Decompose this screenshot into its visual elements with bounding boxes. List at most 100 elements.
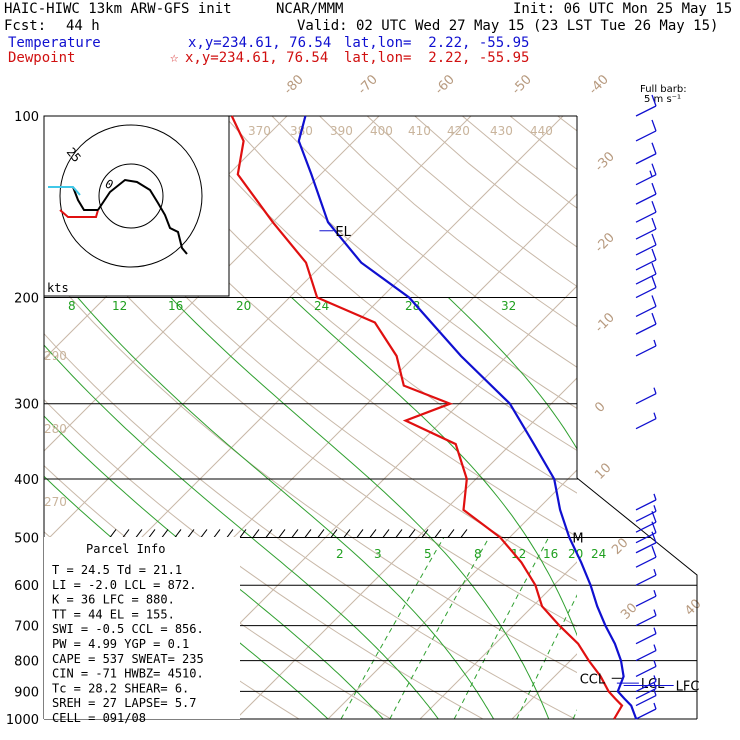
annotation-ccl: CCL bbox=[580, 672, 606, 687]
mixing-ratio-label: 24 bbox=[314, 299, 329, 313]
pressure-label: 400 bbox=[14, 473, 39, 488]
barb-flag-full bbox=[651, 545, 657, 558]
barb-flag-full bbox=[651, 262, 657, 275]
barb-staff bbox=[635, 615, 657, 627]
valid-time: Valid: 02 UTC Wed 27 May 15 (23 LST Tue … bbox=[297, 18, 719, 34]
barb-staff bbox=[635, 418, 657, 430]
barb-staff bbox=[635, 688, 657, 700]
barb-staff bbox=[635, 244, 657, 256]
parcel-info-row: CAPE = 537 SWEAT= 235 bbox=[52, 652, 204, 666]
hatch-mark bbox=[408, 529, 416, 538]
parcel-info-title: Parcel Info bbox=[86, 542, 165, 556]
hodograph-trace-mid bbox=[97, 178, 188, 255]
barb-flag-half bbox=[653, 675, 657, 682]
dry-adiabat-line bbox=[509, 116, 577, 170]
isotherm-label: 20 bbox=[609, 536, 631, 558]
barb-flag-half bbox=[653, 644, 657, 651]
parcel-info-row: T = 24.5 Td = 21.1 bbox=[52, 563, 182, 577]
parcel-info-box: Parcel Info T = 24.5 Td = 21.1LI = -2.0 L… bbox=[44, 537, 240, 725]
hatch-mark bbox=[122, 529, 130, 538]
barb-flag-half bbox=[653, 660, 657, 667]
parcel-info-row: CIN = -71 HWBZ= 4510. bbox=[52, 667, 204, 681]
parcel-info-row: PW = 4.99 YGP = 0.1 bbox=[52, 637, 189, 651]
barb-flag-half bbox=[653, 689, 657, 696]
fcst-value: 44 h bbox=[66, 18, 100, 34]
dry-adiabat-line bbox=[44, 332, 576, 719]
mixing-ratio-label: 12 bbox=[112, 299, 127, 313]
mixing-ratio-label: 8 bbox=[474, 547, 482, 561]
dry-adiabat-line bbox=[176, 116, 577, 452]
dry-adiabat-line bbox=[44, 266, 577, 674]
hodograph-ring-outer bbox=[59, 124, 203, 268]
isotherm-label: -30 bbox=[592, 149, 618, 175]
temperature-xy: x,y=234.61, 76.54 bbox=[188, 35, 332, 51]
pressure-label: 500 bbox=[14, 531, 39, 546]
barb-staff bbox=[635, 323, 657, 335]
pressure-label: 200 bbox=[14, 292, 39, 307]
hodograph-trace-mid-b bbox=[72, 186, 98, 211]
barb-flag-full bbox=[651, 94, 657, 107]
hatch-mark bbox=[447, 529, 455, 538]
isotherm-label: 10 bbox=[592, 461, 614, 483]
parcel-info-background bbox=[44, 537, 240, 719]
wind-barbs bbox=[635, 94, 657, 720]
isotherm-label: -60 bbox=[432, 72, 458, 98]
hatch-mark bbox=[265, 529, 273, 538]
hatch-mark bbox=[291, 529, 299, 538]
theta-label: 270 bbox=[44, 495, 67, 509]
barb-flag-full bbox=[651, 163, 657, 175]
theta-label: 400 bbox=[370, 124, 393, 138]
moist-adiabat-line bbox=[291, 297, 577, 637]
mixing-ratio-label: 32 bbox=[501, 299, 516, 313]
barb-staff bbox=[635, 259, 657, 271]
barb-flag-half bbox=[653, 569, 657, 576]
barb-flag-full bbox=[651, 182, 657, 195]
hatch-mark bbox=[213, 529, 221, 538]
barb-staff bbox=[635, 499, 657, 511]
barb-staff bbox=[635, 595, 657, 607]
barb-flag-half bbox=[653, 493, 657, 501]
dry-adiabat-line bbox=[701, 116, 740, 719]
isotherm-label: -50 bbox=[509, 72, 535, 98]
hatch-mark bbox=[330, 529, 338, 538]
theta-label: 440 bbox=[530, 124, 553, 138]
barb-key-units: 5 m s⁻¹ bbox=[644, 94, 681, 105]
hatch-mark bbox=[161, 529, 169, 538]
mixing-ratio-label: 28 bbox=[405, 299, 420, 313]
dry-adiabat-line bbox=[223, 116, 577, 410]
barb-flag-full bbox=[651, 295, 657, 307]
barb-flag-half bbox=[653, 387, 657, 394]
barb-flag-half bbox=[653, 702, 657, 710]
barb-flag-full bbox=[651, 119, 657, 132]
hatch-mark bbox=[369, 529, 377, 538]
barb-flag-full bbox=[651, 510, 657, 523]
barb-staff bbox=[635, 649, 657, 662]
barb-staff bbox=[635, 305, 657, 318]
isotherm-line bbox=[696, 116, 740, 719]
barb-flag-full bbox=[651, 233, 657, 246]
mixing-ratio-label: 16 bbox=[168, 299, 183, 313]
hatch-mark bbox=[434, 529, 442, 538]
mixing-ratio-label: 12 bbox=[511, 547, 526, 561]
parcel-info-row: LI = -2.0 LCL = 872. bbox=[52, 578, 197, 592]
barb-flag-full bbox=[651, 200, 657, 213]
mixing-ratio-line bbox=[516, 594, 577, 719]
temperature-latlon: lat,lon= 2.22, -55.95 bbox=[344, 35, 530, 51]
barb-flag-half bbox=[653, 682, 657, 689]
isotherm-label: 0 bbox=[592, 399, 608, 415]
org-label: NCAR/MMM bbox=[276, 1, 344, 17]
plot-right-slant-border bbox=[576, 477, 698, 719]
barb-staff bbox=[635, 574, 657, 586]
mixing-ratio-label: 2 bbox=[336, 547, 344, 561]
barb-staff bbox=[635, 153, 657, 165]
isotherm-label: 30 bbox=[618, 601, 640, 623]
barb-flag-half bbox=[653, 505, 657, 512]
barb-staff bbox=[635, 393, 657, 405]
annotation-lfc: LFC bbox=[676, 680, 700, 695]
temperature-legend: Temperature bbox=[8, 35, 101, 51]
hatch-mark bbox=[187, 529, 195, 538]
hodograph-units: kts bbox=[47, 281, 69, 295]
hodograph-ring-inner bbox=[98, 163, 164, 229]
